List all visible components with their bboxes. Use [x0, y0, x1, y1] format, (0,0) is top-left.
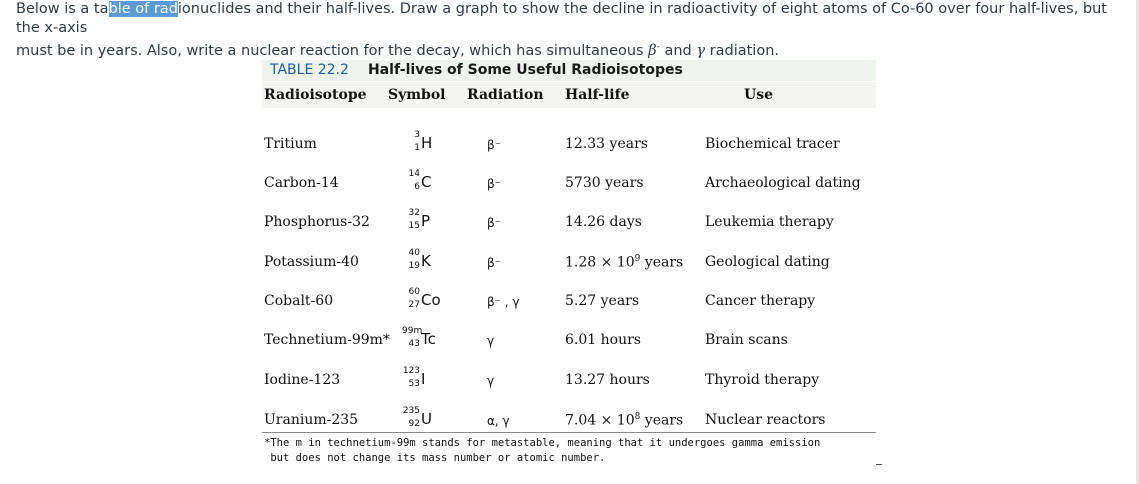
header-symbol: Symbol: [388, 87, 446, 103]
divider-mark: [876, 464, 882, 465]
footnote-line-2: but does not change its mass number or a…: [264, 452, 606, 464]
row-half-life: 5730 years: [565, 175, 644, 191]
row-name: Iodine-123: [264, 372, 341, 388]
row-half-life: 6.01 hours: [565, 332, 641, 348]
table-caption: TABLE 22.2 Half-lives of Some Useful Rad…: [262, 60, 876, 81]
row-use: Geological dating: [705, 254, 830, 270]
row-use: Cancer therapy: [705, 293, 816, 309]
beta-charge: -: [656, 42, 660, 52]
row-radiation: β⁻ , γ: [487, 295, 520, 309]
question-line-2-mid: and: [659, 42, 697, 59]
header-use: Use: [744, 87, 773, 103]
radioisotope-table-image: TABLE 22.2 Half-lives of Some Useful Rad…: [262, 60, 878, 480]
row-radiation: β⁻: [487, 177, 501, 191]
row-name: Uranium-235: [264, 412, 359, 428]
table-row: Iodine-123 123 53 I γ 13.27 hours Thyroid …: [264, 366, 820, 389]
selected-text-highlight[interactable]: ble of rad: [108, 1, 178, 17]
row-name: Tritium: [264, 136, 317, 152]
question-line-2-end: radiation.: [705, 42, 779, 59]
table-row: Phosphorus-32 32 15 P β⁻ 14.26 days Leukem…: [264, 208, 834, 231]
table-header-row: Radioisotope Symbol Radiation Half-life …: [262, 82, 876, 108]
row-name: Potassium-40: [264, 254, 359, 270]
row-use: Nuclear reactors: [705, 412, 826, 428]
table-row: Uranium-235 235 92 U α, γ 7.04 × 108 years…: [264, 406, 826, 429]
row-half-life: 1.28 × 109 years: [565, 254, 684, 271]
row-half-life: 13.27 hours: [565, 372, 650, 388]
row-use: Brain scans: [705, 332, 788, 348]
row-use: Archaeological dating: [705, 175, 861, 191]
row-half-life: 5.27 years: [565, 293, 640, 309]
row-half-life: 7.04 × 108 years: [565, 412, 684, 429]
question-text: Below is a table of radionuclides and th…: [16, 0, 1131, 61]
table-row: Cobalt-60 60 27 Co β⁻ , γ 5.27 years Cance…: [264, 287, 816, 310]
row-radiation: β⁻: [487, 138, 501, 152]
beta-symbol: β: [648, 42, 657, 59]
table-footnote: *The m in technetium-99m stands for meta…: [264, 436, 878, 466]
header-half-life: Half-life: [565, 87, 630, 103]
question-line-1-end: ionuclides and their half-lives. Draw a …: [16, 1, 1107, 36]
scrollbar-track[interactable]: [1136, 0, 1139, 484]
row-name: Technetium-99m*: [264, 332, 390, 348]
table-row: Carbon-14 14 6 C β⁻ 5730 years Archaeologi…: [264, 169, 861, 192]
footnote-line-1: *The m in technetium-99m stands for meta…: [264, 437, 821, 449]
table-row: Potassium-40 40 19 K β⁻ 1.28 × 109 years G…: [264, 248, 830, 271]
row-use: Biochemical tracer: [705, 136, 840, 152]
row-half-life: 14.26 days: [565, 214, 642, 230]
row-radiation: α, γ: [487, 414, 510, 428]
row-radiation: γ: [487, 374, 495, 388]
gamma-symbol: γ: [696, 42, 706, 59]
question-line-2: must be in years. Also, write a nuclear …: [16, 38, 1131, 61]
table-bottom-rule: [262, 432, 876, 433]
row-radiation: β⁻: [487, 256, 501, 270]
row-use: Thyroid therapy: [705, 372, 820, 388]
table-row: Technetium-99m* 99m 43 Tc γ 6.01 hours Bra…: [264, 326, 788, 349]
table-caption-number: TABLE 22.2: [270, 62, 349, 78]
row-half-life: 12.33 years: [565, 136, 648, 152]
row-radiation: γ: [487, 334, 495, 348]
header-radioisotope: Radioisotope: [264, 87, 367, 103]
row-name: Phosphorus-32: [264, 214, 370, 230]
question-line-1-start: Below is a ta: [16, 1, 109, 17]
row-name: Carbon-14: [264, 175, 339, 191]
question-line-1: Below is a table of radionuclides and th…: [16, 0, 1131, 38]
table-caption-title: Half-lives of Some Useful Radioisotopes: [368, 62, 683, 78]
question-line-2-start: must be in years. Also, write a nuclear …: [16, 42, 649, 59]
row-name: Cobalt-60: [264, 293, 334, 309]
row-radiation: β⁻: [487, 216, 501, 230]
row-use: Leukemia therapy: [705, 214, 834, 230]
header-radiation: Radiation: [467, 87, 544, 103]
